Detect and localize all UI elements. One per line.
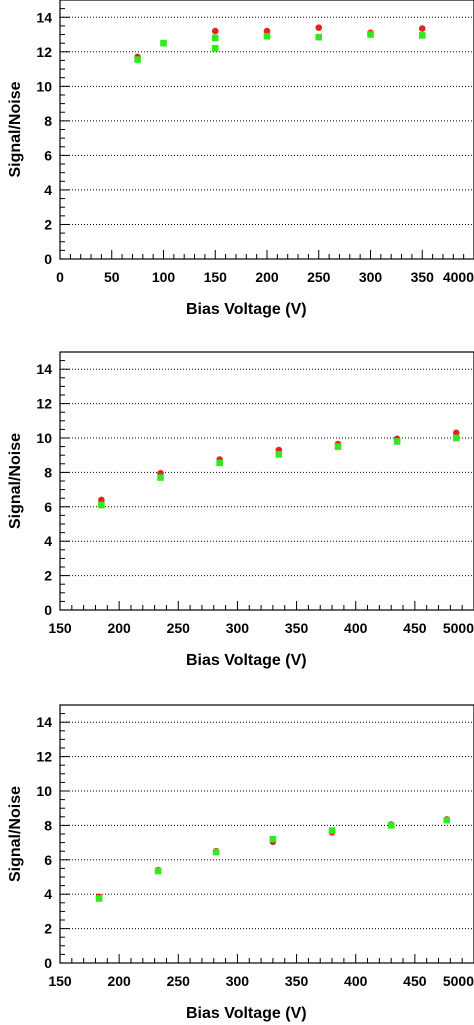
data-point-red <box>315 24 323 31</box>
data-point-red <box>452 429 460 437</box>
data-point-green <box>160 39 167 47</box>
x-tick-label: 400 <box>344 620 368 636</box>
x-tick-label: 300 <box>226 620 250 636</box>
plot-panel-2: 0 2 4 6 8 10 12 14 150 200 250 300 350 400 450 5000 Bias… <box>7 351 474 669</box>
x-tick-label: 5000 <box>443 620 474 636</box>
y-tick-label: 10 <box>36 430 52 446</box>
data-point-green <box>263 32 271 40</box>
y-tick-label: 6 <box>44 852 52 868</box>
y-tick-label: 4 <box>44 533 52 549</box>
x-tick-label: 300 <box>359 269 383 285</box>
x-tick-label: 50 <box>104 269 120 285</box>
x-tick-label: 150 <box>48 973 72 989</box>
data-point-green <box>154 867 162 875</box>
data-point-green <box>418 32 426 39</box>
data-point-green <box>443 816 451 824</box>
y-tick-label: 2 <box>44 921 52 937</box>
y-tick-label: 2 <box>44 216 52 232</box>
data-point-green <box>315 33 323 41</box>
y-tick-label: 8 <box>44 113 52 129</box>
data-point-green <box>134 56 141 63</box>
data-point-green <box>95 895 103 902</box>
x-tick-label: 100 <box>152 269 176 285</box>
data-point-green <box>275 451 283 458</box>
x-tick-label: 150 <box>204 269 228 285</box>
x-tick-label: 250 <box>167 620 191 636</box>
x-tick-label: 350 <box>285 620 309 636</box>
x-axis-title: Bias Voltage (V) <box>186 652 307 669</box>
x-tick-label: 4000 <box>443 269 474 285</box>
plot-panel-1: 0 2 4 6 8 10 12 14 0 50 100 150 200 250 300 350 4000 Bias… <box>7 0 474 318</box>
y-tick-label: 14 <box>36 714 52 730</box>
x-tick-label: 350 <box>285 973 309 989</box>
y-tick-label: 12 <box>36 749 52 765</box>
y-tick-label: 10 <box>36 783 52 799</box>
x-tick-label: 5000 <box>443 973 474 989</box>
x-tick-label: 200 <box>107 973 131 989</box>
data-point-green <box>212 848 220 856</box>
plot-frame <box>59 704 474 964</box>
data-point-green <box>211 45 219 52</box>
data-point-green <box>387 822 395 829</box>
data-point-green <box>328 827 336 834</box>
data-point-green <box>216 459 223 467</box>
data-point-green <box>393 438 401 445</box>
y-tick-label: 8 <box>44 464 52 480</box>
y-tick-label: 0 <box>44 251 52 267</box>
data-point-green <box>269 835 277 843</box>
x-tick-label: 150 <box>48 620 72 636</box>
data-point-red <box>418 25 426 32</box>
y-tick-label: 10 <box>36 78 52 94</box>
y-tick-label: 14 <box>36 361 52 377</box>
data-point-red <box>98 496 105 504</box>
x-tick-label: 200 <box>107 620 131 636</box>
x-tick-label: 350 <box>411 269 435 285</box>
x-axis-title: Bias Voltage (V) <box>186 301 307 318</box>
y-tick-label: 12 <box>36 44 52 60</box>
y-axis-title: Signal/Noise <box>7 786 24 882</box>
x-tick-label: 250 <box>167 973 191 989</box>
data-point-green <box>367 31 374 38</box>
x-tick-label: 450 <box>403 620 427 636</box>
y-tick-label: 8 <box>44 817 52 833</box>
y-tick-label: 4 <box>44 182 52 198</box>
x-tick-label: 250 <box>307 269 331 285</box>
y-tick-label: 6 <box>44 499 52 515</box>
y-tick-label: 2 <box>44 568 52 584</box>
data-point-green <box>211 34 219 42</box>
x-tick-label: 200 <box>255 269 279 285</box>
data-point-green <box>98 501 105 509</box>
x-axis-title: Bias Voltage (V) <box>186 1005 307 1022</box>
y-tick-label: 0 <box>44 955 52 971</box>
data-point-red <box>263 27 271 35</box>
y-tick-label: 4 <box>44 886 52 902</box>
data-point-green <box>157 474 164 481</box>
plot-panel-3: 0 2 4 6 8 10 12 14 150 200 250 300 350 400 450 5000 Bias… <box>7 704 474 1022</box>
plot-frame <box>59 351 474 611</box>
data-point-green <box>452 434 460 442</box>
y-tick-label: 6 <box>44 147 52 163</box>
x-tick-label: 0 <box>56 269 64 285</box>
y-tick-label: 12 <box>36 396 52 412</box>
y-tick-label: 0 <box>44 602 52 618</box>
y-axis-title: Signal/Noise <box>7 81 24 177</box>
x-tick-label: 450 <box>403 973 427 989</box>
x-tick-label: 400 <box>344 973 368 989</box>
y-axis-title: Signal/Noise <box>7 433 24 529</box>
x-tick-label: 300 <box>226 973 250 989</box>
data-point-green <box>334 443 342 450</box>
data-point-red <box>211 27 219 35</box>
y-tick-label: 14 <box>36 9 52 25</box>
